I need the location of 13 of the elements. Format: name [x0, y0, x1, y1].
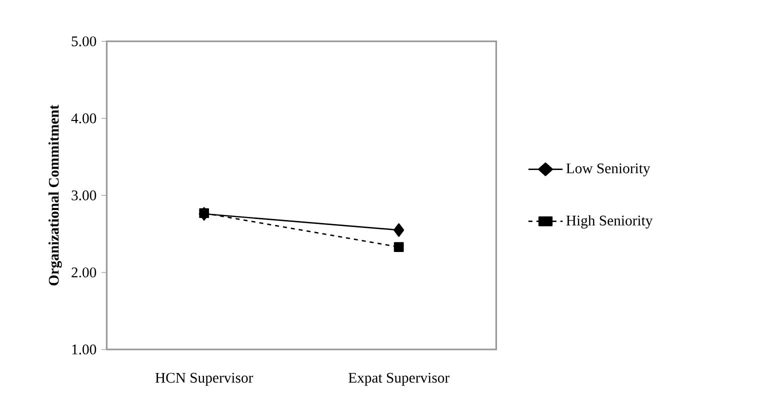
- x-tick-label: HCN Supervisor: [155, 372, 254, 386]
- y-axis-title: Organizational Commitment: [48, 104, 62, 286]
- point: [394, 242, 404, 252]
- legend-label: High Seniority: [566, 215, 653, 229]
- y-tick-label: 3.00: [72, 190, 96, 200]
- y-tick-label: 2.00: [72, 268, 96, 278]
- legend-label: Low Seniority: [566, 164, 650, 176]
- point: [394, 223, 404, 237]
- y-tick-label: 4.00: [71, 113, 96, 124]
- y-tick-label: 5.00: [72, 36, 96, 46]
- y-tick-label: 1.00: [72, 344, 96, 355]
- point: [199, 208, 210, 218]
- x-tick-label: Expat Supervisor: [348, 372, 450, 386]
